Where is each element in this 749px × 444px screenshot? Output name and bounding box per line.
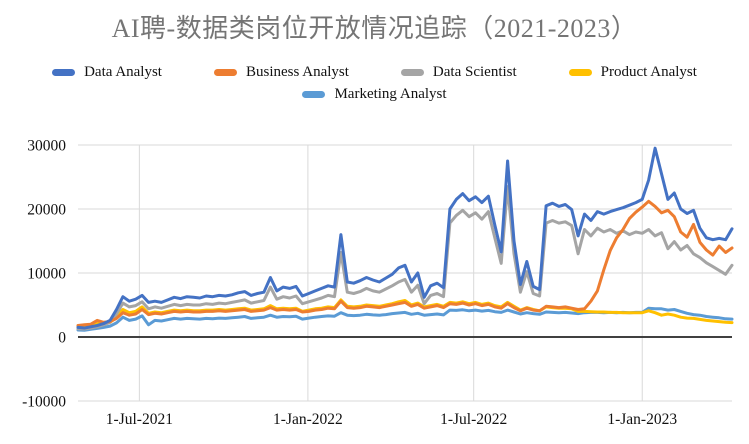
legend-item-marketing-analyst: Marketing Analyst <box>302 86 447 103</box>
legend-label: Data Analyst <box>84 64 162 80</box>
legend-label: Business Analyst <box>245 64 349 80</box>
legend-row: Marketing Analyst <box>302 86 447 103</box>
series-line-business-analyst <box>76 199 734 327</box>
legend-item-product-analyst: Product Analyst <box>568 64 697 81</box>
series-line-data-analyst <box>76 146 734 330</box>
x-axis-label: 1-Jan-2022 <box>273 411 343 428</box>
legend-label: Product Analyst <box>600 64 697 80</box>
legend-swatch-icon <box>213 69 237 76</box>
legend-swatch-icon <box>302 91 326 98</box>
legend-label: Marketing Analyst <box>334 86 447 102</box>
y-axis-label: 10000 <box>27 266 66 283</box>
y-axis-label: 0 <box>58 330 66 347</box>
x-axis-label: 1-Jul-2022 <box>440 411 507 428</box>
legend-item-data-scientist: Data Scientist <box>400 64 517 81</box>
legend-swatch-icon <box>568 69 592 76</box>
legend: Data Analyst Business Analyst Data Scienti… <box>0 64 749 103</box>
legend-label: Data Scientist <box>432 64 517 80</box>
x-axis-label: 1-Jan-2023 <box>607 411 677 428</box>
legend-row: Data Analyst Business Analyst Data Scienti… <box>52 64 697 81</box>
x-axis-label: 1-Jul-2021 <box>106 411 173 428</box>
legend-swatch-icon <box>52 69 76 76</box>
y-axis-label: 20000 <box>27 202 66 219</box>
series-line-data-scientist <box>76 185 734 331</box>
y-axis-label: 30000 <box>27 138 66 155</box>
legend-swatch-icon <box>400 69 424 76</box>
legend-item-business-analyst: Business Analyst <box>213 64 349 81</box>
chart-title: AI聘-数据类岗位开放情况追踪（2021-2023） <box>111 14 638 43</box>
legend-item-data-analyst: Data Analyst <box>52 64 162 81</box>
y-axis-label: -10000 <box>22 394 66 411</box>
